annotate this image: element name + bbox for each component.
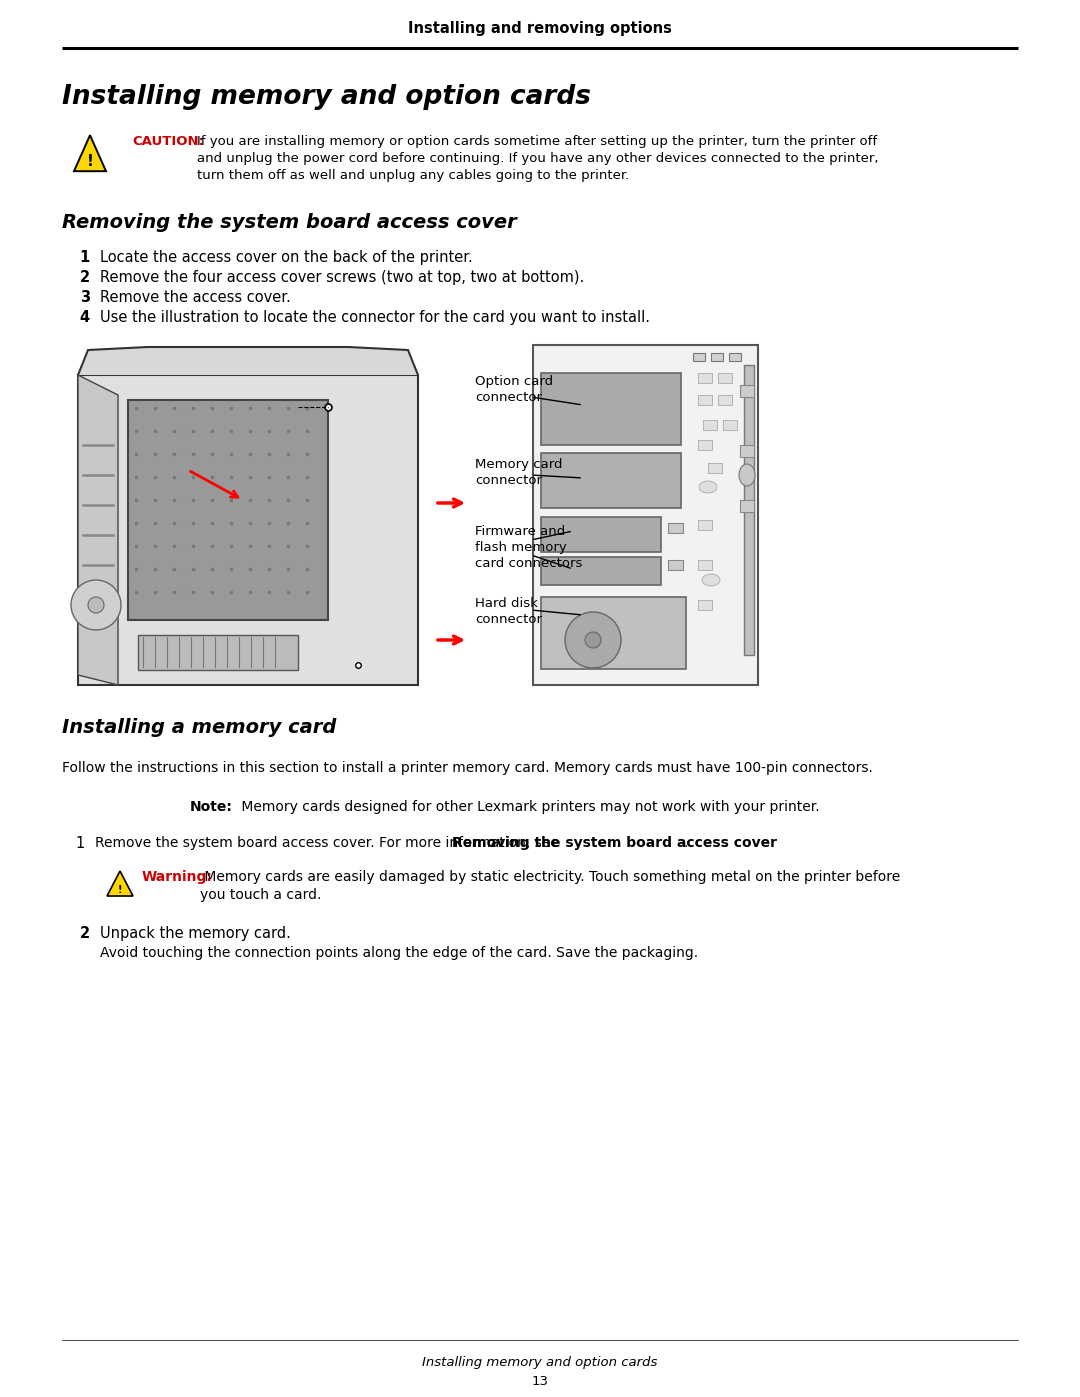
Text: 1: 1 xyxy=(80,250,90,265)
Bar xyxy=(718,373,732,383)
Text: 2: 2 xyxy=(80,926,90,942)
Bar xyxy=(541,373,681,446)
Text: connector: connector xyxy=(475,613,542,626)
Bar xyxy=(744,365,754,655)
Bar xyxy=(541,517,661,552)
Text: Removing the system board access cover: Removing the system board access cover xyxy=(453,835,778,849)
Text: 4: 4 xyxy=(80,310,90,326)
Bar xyxy=(729,353,741,360)
Text: 1: 1 xyxy=(76,835,85,851)
Text: card connectors: card connectors xyxy=(475,557,582,570)
Text: Installing memory and option cards: Installing memory and option cards xyxy=(422,1356,658,1369)
Circle shape xyxy=(585,631,600,648)
Text: Hard disk: Hard disk xyxy=(475,597,538,610)
Text: Firmware and: Firmware and xyxy=(475,525,565,538)
Text: turn them off as well and unplug any cables going to the printer.: turn them off as well and unplug any cab… xyxy=(197,169,630,182)
Text: Use the illustration to locate the connector for the card you want to install.: Use the illustration to locate the conne… xyxy=(100,310,650,326)
Text: Locate the access cover on the back of the printer.: Locate the access cover on the back of t… xyxy=(100,250,473,265)
Text: and unplug the power cord before continuing. If you have any other devices conne: and unplug the power cord before continu… xyxy=(197,152,878,165)
Text: flash memory: flash memory xyxy=(475,541,567,555)
Bar xyxy=(698,395,712,405)
Text: CAUTION:: CAUTION: xyxy=(132,136,204,148)
Text: you touch a card.: you touch a card. xyxy=(200,888,322,902)
Text: 3: 3 xyxy=(80,291,90,305)
Ellipse shape xyxy=(699,481,717,493)
Bar xyxy=(541,557,661,585)
Bar xyxy=(693,353,705,360)
Text: Memory cards designed for other Lexmark printers may not work with your printer.: Memory cards designed for other Lexmark … xyxy=(237,800,820,814)
Text: Memory cards are easily damaged by static electricity. Touch something metal on : Memory cards are easily damaged by stati… xyxy=(200,870,901,884)
Text: Avoid touching the connection points along the edge of the card. Save the packag: Avoid touching the connection points alo… xyxy=(100,946,698,960)
PathPatch shape xyxy=(78,346,418,374)
Text: connector: connector xyxy=(475,391,542,404)
Bar xyxy=(698,560,712,570)
Text: If you are installing memory or option cards sometime after setting up the print: If you are installing memory or option c… xyxy=(197,136,877,148)
FancyBboxPatch shape xyxy=(78,374,418,685)
Bar xyxy=(711,353,723,360)
Bar xyxy=(138,636,298,671)
Text: Remove the system board access cover. For more information, see: Remove the system board access cover. Fo… xyxy=(95,835,563,849)
Text: connector: connector xyxy=(475,474,542,488)
Bar xyxy=(698,373,712,383)
Circle shape xyxy=(565,612,621,668)
Bar xyxy=(541,453,681,509)
Text: 13: 13 xyxy=(531,1375,549,1389)
Bar xyxy=(740,500,754,511)
Bar xyxy=(541,597,686,669)
Polygon shape xyxy=(75,136,106,172)
Text: Warning:: Warning: xyxy=(141,870,213,884)
Text: Note:: Note: xyxy=(190,800,233,814)
Bar xyxy=(698,599,712,610)
Bar xyxy=(129,400,328,620)
Bar xyxy=(723,420,737,430)
Text: !: ! xyxy=(86,154,94,169)
Text: 2: 2 xyxy=(80,270,90,285)
Bar xyxy=(698,520,712,529)
Bar xyxy=(669,560,683,570)
Bar xyxy=(740,386,754,397)
Text: !: ! xyxy=(118,886,122,895)
Text: Memory card: Memory card xyxy=(475,458,563,471)
Bar xyxy=(669,522,683,534)
Bar xyxy=(708,462,723,474)
Bar xyxy=(703,420,717,430)
Text: Option card: Option card xyxy=(475,374,553,388)
Polygon shape xyxy=(78,374,118,685)
Text: Remove the four access cover screws (two at top, two at bottom).: Remove the four access cover screws (two… xyxy=(100,270,584,285)
Bar xyxy=(740,446,754,457)
Bar xyxy=(534,345,758,685)
Text: Removing the system board access cover: Removing the system board access cover xyxy=(62,212,516,232)
Ellipse shape xyxy=(739,464,755,486)
Bar xyxy=(718,395,732,405)
Text: Installing a memory card: Installing a memory card xyxy=(62,718,336,738)
Text: .: . xyxy=(684,835,688,849)
Text: Installing memory and option cards: Installing memory and option cards xyxy=(62,84,591,110)
Bar xyxy=(698,440,712,450)
Circle shape xyxy=(71,580,121,630)
Text: Installing and removing options: Installing and removing options xyxy=(408,21,672,35)
Text: Unpack the memory card.: Unpack the memory card. xyxy=(100,926,291,942)
Circle shape xyxy=(87,597,104,613)
Ellipse shape xyxy=(702,574,720,585)
Text: Remove the access cover.: Remove the access cover. xyxy=(100,291,291,305)
Text: Follow the instructions in this section to install a printer memory card. Memory: Follow the instructions in this section … xyxy=(62,761,873,775)
Polygon shape xyxy=(107,870,133,895)
